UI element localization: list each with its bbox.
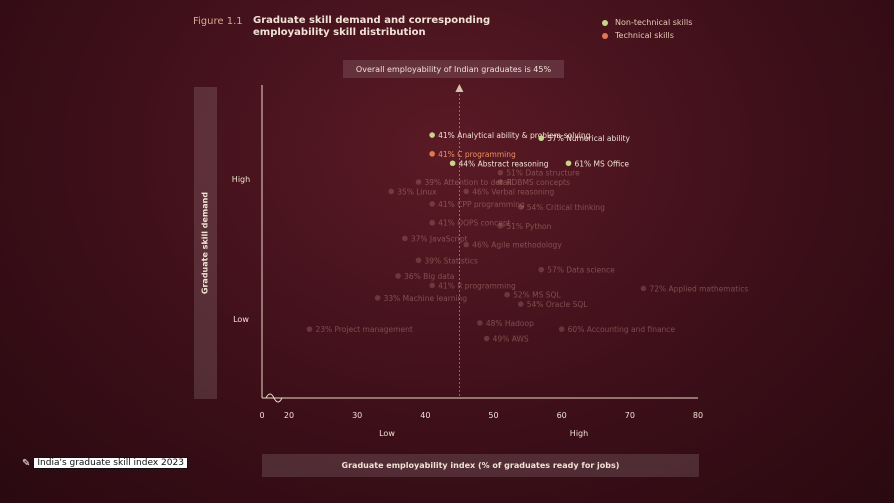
data-point <box>497 169 504 176</box>
data-point <box>429 282 435 289</box>
data-point-label: 41% Analytical ability & problem-solving <box>438 131 590 140</box>
x-tick-label: 40 <box>420 411 430 420</box>
figure-label: Figure 1.1 <box>193 16 243 27</box>
brand-name: India's graduate skill index 2023 <box>33 457 188 469</box>
legend-item-technical: Technical skills <box>602 29 692 42</box>
data-point <box>402 235 408 242</box>
data-point-label: 37% JavaScript <box>411 234 468 243</box>
data-point-label: 60% Accounting and finance <box>568 325 676 334</box>
figure-title: Graduate skill demand and corresponding … <box>253 15 513 39</box>
data-point-label: RDBMS concepts <box>506 178 570 187</box>
data-point-label: 54% Critical thinking <box>527 203 605 212</box>
data-point <box>415 179 422 185</box>
x-axis-label: Graduate employability index (% of gradu… <box>262 454 699 477</box>
pen-icon: ✎ <box>22 457 31 469</box>
data-point <box>483 335 490 342</box>
data-point-label: 44% Abstract reasoning <box>459 159 549 168</box>
data-point-label: 41% OOPS concept <box>438 219 510 228</box>
figure-title-line2: employability skill distribution <box>253 27 426 38</box>
legend-dot-non-technical <box>602 19 608 26</box>
data-point <box>449 160 456 167</box>
data-point-label: 39% Statistics <box>425 256 478 265</box>
data-point-label: 54% Oracle SQL <box>527 300 589 309</box>
x-tick-label: 80 <box>693 411 703 420</box>
data-point <box>538 266 545 273</box>
x-tick-label: 20 <box>284 411 294 420</box>
data-point <box>306 326 313 332</box>
data-point-label: 35% Linux <box>397 187 437 196</box>
data-point-label: 51% Python <box>506 222 551 231</box>
data-point-label: 57% Data science <box>547 266 615 275</box>
data-point-label: 51% Data structure <box>506 169 580 178</box>
y-axis-label-bar <box>194 87 217 399</box>
data-point <box>388 188 395 195</box>
legend-label-technical: Technical skills <box>615 31 674 40</box>
x-tick-label: 50 <box>488 411 498 420</box>
data-point-label: 61% MS Office <box>574 159 629 168</box>
data-point <box>558 326 565 332</box>
data-point-label: 48% Hadoop <box>486 319 534 328</box>
data-point-label: 41% CPP programming <box>438 200 525 209</box>
data-point <box>497 223 504 229</box>
data-point-label: 57% Numerical ability <box>547 134 630 143</box>
employability-banner: Overall employability of Indian graduate… <box>343 60 564 78</box>
reference-arrow <box>455 84 464 92</box>
data-point <box>415 257 422 264</box>
legend-label-non-technical: Non-technical skills <box>615 18 693 27</box>
data-point-label: 52% MS SQL <box>513 291 561 300</box>
legend-item-non-technical: Non-technical skills <box>602 16 692 29</box>
y-qualitative-label: High <box>232 175 250 184</box>
data-point-label: 46% Verbal reasoning <box>472 187 554 196</box>
data-point-label: 49% AWS <box>493 335 529 344</box>
data-point <box>565 160 572 167</box>
data-point <box>429 219 435 226</box>
data-point-label: 33% Machine learning <box>384 294 468 303</box>
data-point <box>640 285 647 292</box>
y-qualitative-label: Low <box>233 315 249 324</box>
data-point <box>504 291 510 298</box>
data-point <box>395 273 401 279</box>
data-point-label: 36% Big data <box>404 272 454 281</box>
x-qualitative-label: Low <box>379 429 395 438</box>
legend-dot-technical <box>602 32 608 39</box>
chart-legend: Non-technical skills Technical skills <box>602 16 692 42</box>
data-point <box>477 320 483 326</box>
data-point-label: 39% Attention to detail <box>425 178 512 187</box>
data-point-label: 23% Project management <box>315 325 412 334</box>
data-point <box>517 204 524 210</box>
data-point-label: 41% R programming <box>438 281 516 290</box>
x-tick-label: 0 <box>259 411 264 420</box>
x-tick-label: 30 <box>352 411 362 420</box>
data-point <box>538 135 545 142</box>
data-point <box>497 179 504 185</box>
data-point <box>374 295 381 301</box>
data-point-label: 72% Applied mathematics <box>649 284 748 293</box>
footer: ✎ India's graduate skill index 2023 <box>22 457 188 469</box>
data-point-label: 46% Agile methodology <box>472 241 562 250</box>
data-point <box>429 132 435 138</box>
axis-break-mark <box>265 393 283 403</box>
x-tick-label: 60 <box>557 411 567 420</box>
data-point-label: 41% C programming <box>438 150 516 159</box>
data-point <box>463 241 470 248</box>
x-qualitative-label: High <box>570 429 588 438</box>
figure-title-line1: Graduate skill demand and corresponding <box>253 15 491 26</box>
x-tick-label: 70 <box>625 411 635 420</box>
data-point <box>429 201 435 207</box>
data-point <box>463 188 470 195</box>
data-point <box>517 301 524 307</box>
data-point <box>429 151 435 157</box>
